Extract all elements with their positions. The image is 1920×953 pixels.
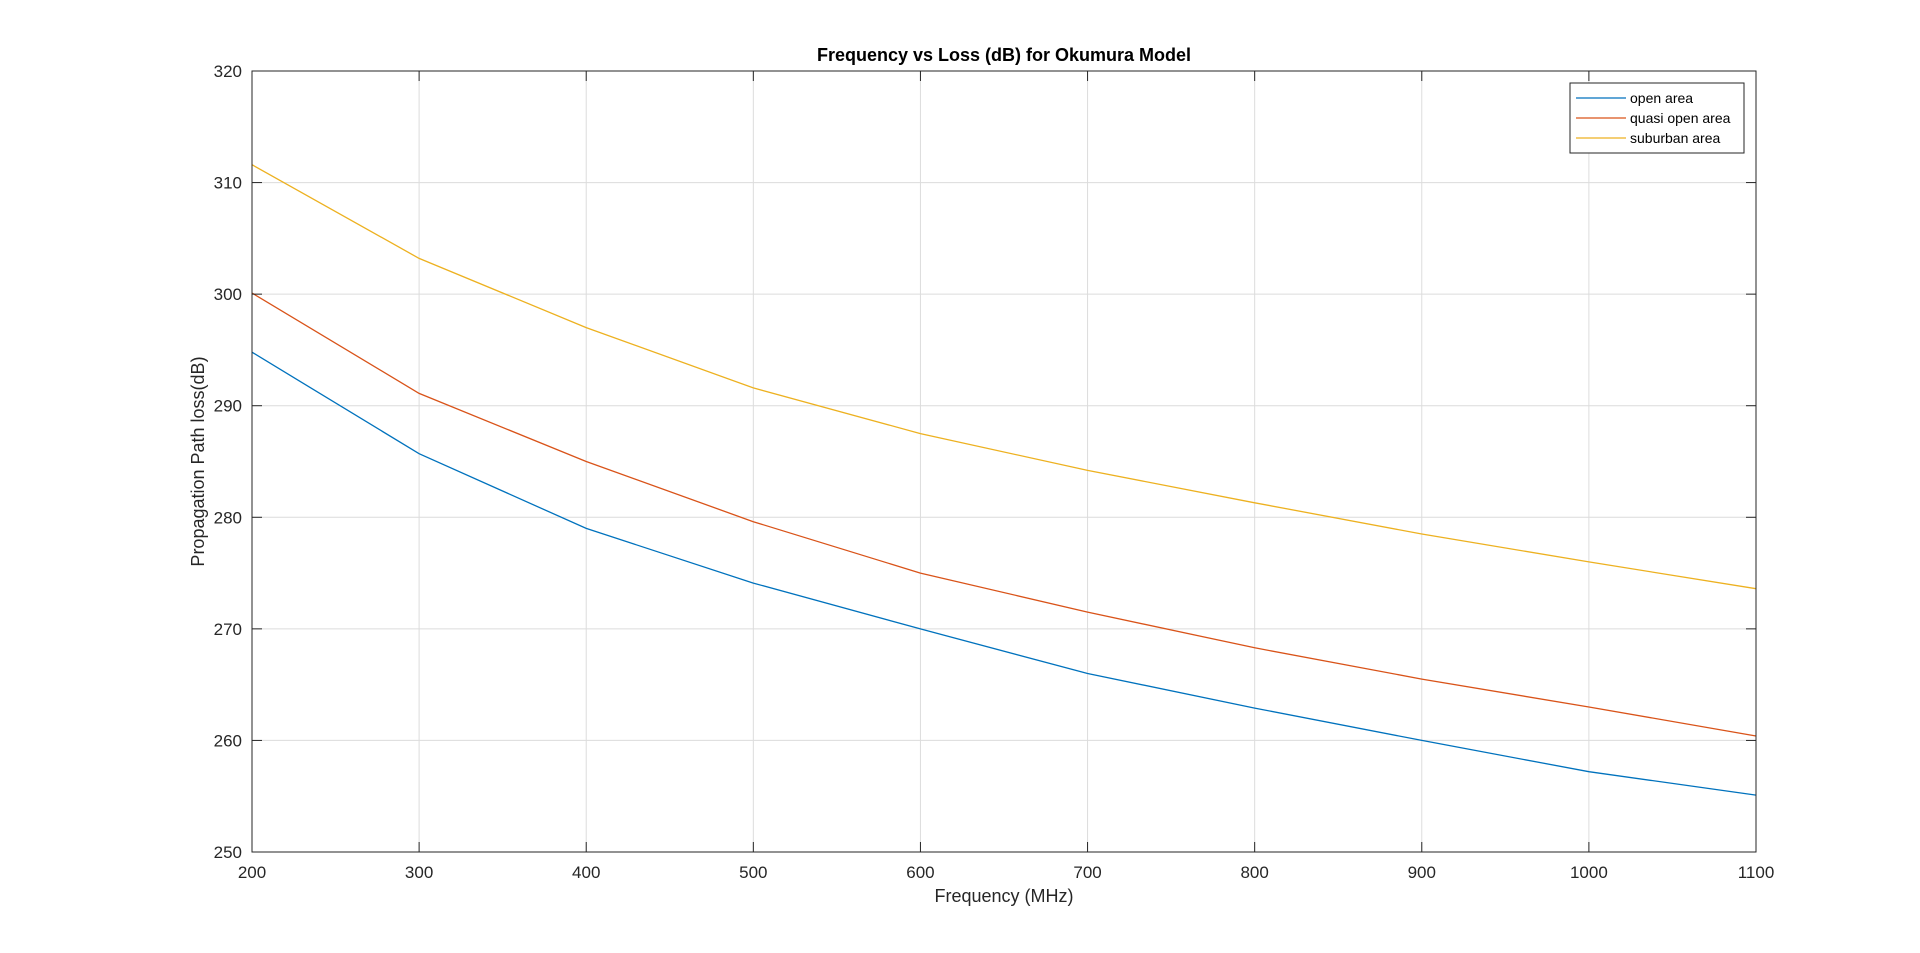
- legend: open area quasi open area suburban area: [1569, 82, 1745, 154]
- y-tick-label: 290: [214, 397, 242, 416]
- y-tick-label: 270: [214, 620, 242, 639]
- legend-label: quasi open area: [1630, 110, 1731, 126]
- y-tick-label: 250: [214, 843, 242, 862]
- legend-label: open area: [1630, 90, 1693, 106]
- legend-label: suburban area: [1630, 130, 1721, 146]
- y-tick-label: 320: [214, 62, 242, 81]
- series-line-quasi-open-area: [251, 292, 1757, 737]
- x-tick-label: 500: [739, 863, 767, 882]
- y-tick-label: 280: [214, 508, 242, 527]
- y-tick-label: 300: [214, 285, 242, 304]
- series-line-suburban-area: [251, 164, 1757, 590]
- chart-title: Frequency vs Loss (dB) for Okumura Model: [817, 45, 1191, 65]
- x-tick-label: 900: [1408, 863, 1436, 882]
- series-lines: [251, 164, 1757, 796]
- y-tick-label: 260: [214, 731, 242, 750]
- x-tick-label: 1100: [1738, 863, 1775, 882]
- x-tick-label: 600: [906, 863, 934, 882]
- x-tick-label: 800: [1240, 863, 1268, 882]
- y-tick-label: 310: [214, 174, 242, 193]
- y-axis-label: Propagation Path loss(dB): [188, 356, 208, 566]
- x-tick-label: 400: [572, 863, 600, 882]
- x-tick-label: 300: [405, 863, 433, 882]
- x-tick-label: 200: [238, 863, 266, 882]
- plot-background: [252, 71, 1756, 852]
- axis-ticks: 200 300 400 500 600 700 800 900 1000 1100 250 260 27…: [214, 62, 1775, 882]
- x-tick-label: 700: [1073, 863, 1101, 882]
- x-axis-label: Frequency (MHz): [934, 886, 1073, 906]
- x-tick-label: 1000: [1570, 863, 1608, 882]
- series-line-open-area: [251, 351, 1757, 796]
- plot-frame: [251, 70, 1757, 853]
